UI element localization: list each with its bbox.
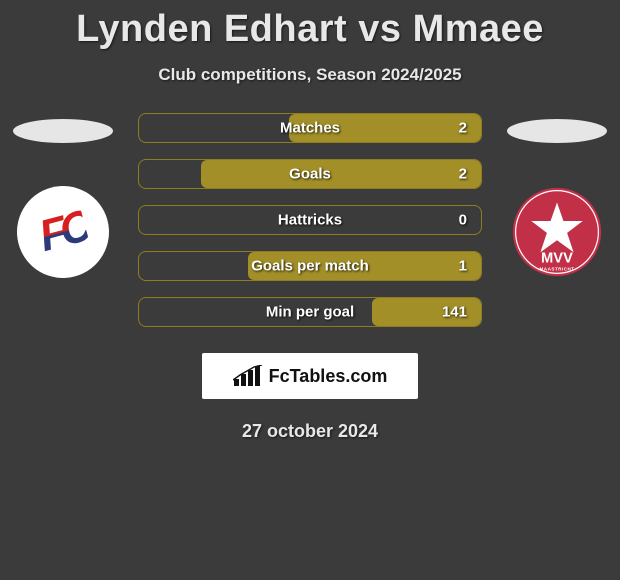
stat-value: 2 [459,120,467,137]
stat-bar: Goals per match 1 [138,251,482,281]
stat-bar: Matches 2 [138,113,482,143]
club-badge-right: MVV MAASTRICHT [507,189,607,275]
stat-bar: Min per goal 141 [138,297,482,327]
page-title: Lynden Edhart vs Mmaee [0,8,620,51]
left-column: FC [8,113,118,275]
svg-text:MVV: MVV [541,250,573,266]
footer: FcTables.com 27 october 2024 [0,353,620,442]
stats-column: Matches 2 Goals 2 Hattricks 0 Goals per match 1… [118,113,502,343]
stat-label: Hattricks [278,212,342,229]
stat-label: Min per goal [266,304,354,321]
mvv-badge-svg: MVV MAASTRICHT [511,186,603,278]
stat-label: Matches [280,120,340,137]
stat-value: 0 [459,212,467,229]
svg-text:MAASTRICHT: MAASTRICHT [540,267,575,272]
stat-value: 141 [442,304,467,321]
fc-utrecht-badge: FC [7,176,120,289]
comparison-infographic: Lynden Edhart vs Mmaee Club competitions… [0,0,620,442]
stat-label: Goals per match [251,258,369,275]
main-row: FC Matches 2 Goals 2 Hattricks 0 Goals per mat… [0,113,620,343]
date-text: 27 october 2024 [242,421,378,442]
stat-value: 2 [459,166,467,183]
club-badge-left: FC [13,189,113,275]
mvv-maastricht-badge: MVV MAASTRICHT [511,186,603,278]
stat-value: 1 [459,258,467,275]
stat-bar: Goals 2 [138,159,482,189]
right-column: MVV MAASTRICHT [502,113,612,275]
subtitle: Club competitions, Season 2024/2025 [0,65,620,85]
stat-bar-fill [201,160,481,188]
fctables-text: FcTables.com [269,366,388,387]
stat-label: Goals [289,166,331,183]
player-photo-placeholder-left [13,119,113,143]
bar-chart-icon [233,365,263,387]
stat-bar: Hattricks 0 [138,205,482,235]
player-photo-placeholder-right [507,119,607,143]
badge-text: FC [36,209,90,255]
fctables-branding: FcTables.com [202,353,418,399]
